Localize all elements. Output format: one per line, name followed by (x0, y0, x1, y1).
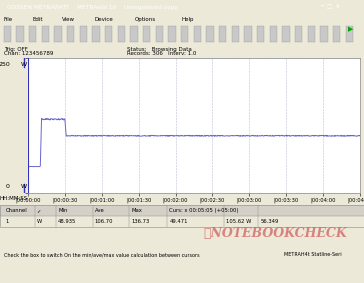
FancyBboxPatch shape (206, 26, 214, 42)
Text: 250: 250 (0, 62, 10, 67)
FancyBboxPatch shape (320, 26, 328, 42)
Text: 0: 0 (6, 184, 10, 189)
Text: Help: Help (182, 17, 194, 22)
FancyBboxPatch shape (54, 26, 62, 42)
FancyBboxPatch shape (232, 26, 239, 42)
FancyBboxPatch shape (16, 26, 24, 42)
Text: Min: Min (58, 208, 68, 213)
Text: METRAH4t Statline-Seri: METRAH4t Statline-Seri (284, 252, 341, 258)
Text: File: File (4, 17, 13, 22)
Text: Trig: OFF: Trig: OFF (4, 48, 28, 53)
Text: ✓: ✓ (36, 208, 41, 213)
Text: View: View (62, 17, 75, 22)
FancyBboxPatch shape (92, 26, 100, 42)
Text: ✓NOTEBOOKCHECK: ✓NOTEBOOKCHECK (203, 227, 347, 240)
Text: W: W (21, 184, 27, 189)
FancyBboxPatch shape (130, 26, 138, 42)
FancyBboxPatch shape (80, 26, 87, 42)
FancyBboxPatch shape (143, 26, 150, 42)
Text: W: W (21, 62, 27, 67)
FancyBboxPatch shape (118, 26, 125, 42)
FancyBboxPatch shape (181, 26, 188, 42)
Text: Curs: x 00:05:05 (+05:00): Curs: x 00:05:05 (+05:00) (169, 208, 239, 213)
Text: Ave: Ave (95, 208, 104, 213)
FancyBboxPatch shape (4, 26, 11, 42)
FancyBboxPatch shape (333, 26, 340, 42)
Text: 136.73: 136.73 (131, 219, 149, 224)
FancyBboxPatch shape (169, 26, 176, 42)
FancyBboxPatch shape (194, 26, 201, 42)
FancyBboxPatch shape (29, 26, 36, 42)
FancyBboxPatch shape (295, 26, 302, 42)
FancyBboxPatch shape (156, 26, 163, 42)
FancyBboxPatch shape (244, 26, 252, 42)
Text: GOSSEN METRAWATT    METRAwin 10    Unregistered copy: GOSSEN METRAWATT METRAwin 10 Unregistere… (7, 5, 178, 10)
Text: Status:   Browsing Data: Status: Browsing Data (127, 48, 192, 53)
FancyBboxPatch shape (346, 26, 353, 42)
Text: ─  □  ✕: ─ □ ✕ (320, 5, 340, 10)
Text: W: W (36, 219, 41, 224)
Text: 56.349: 56.349 (260, 219, 278, 224)
Text: 1: 1 (5, 219, 9, 224)
Bar (0, 205, 364, 216)
FancyBboxPatch shape (219, 26, 226, 42)
FancyBboxPatch shape (270, 26, 277, 42)
Text: HH:MM:SS: HH:MM:SS (0, 196, 28, 201)
Text: Edit: Edit (33, 17, 43, 22)
Text: Device: Device (95, 17, 114, 22)
Text: 48.935: 48.935 (58, 219, 76, 224)
FancyBboxPatch shape (67, 26, 74, 42)
Text: Records: 306   Interv: 1.0: Records: 306 Interv: 1.0 (127, 51, 197, 56)
Text: ▶: ▶ (348, 26, 353, 32)
FancyBboxPatch shape (105, 26, 112, 42)
FancyBboxPatch shape (41, 26, 49, 42)
Text: Channel: Channel (5, 208, 27, 213)
Text: 49.471: 49.471 (169, 219, 188, 224)
Text: 105.62 W: 105.62 W (226, 219, 251, 224)
Text: Chan: 123456789: Chan: 123456789 (4, 51, 53, 56)
FancyBboxPatch shape (282, 26, 290, 42)
FancyBboxPatch shape (257, 26, 264, 42)
Text: Check the box to switch On the min/ave/max value calculation between cursors: Check the box to switch On the min/ave/m… (4, 252, 199, 258)
FancyBboxPatch shape (308, 26, 315, 42)
Text: Max: Max (131, 208, 142, 213)
Text: Options: Options (135, 17, 156, 22)
Text: 106.70: 106.70 (95, 219, 113, 224)
